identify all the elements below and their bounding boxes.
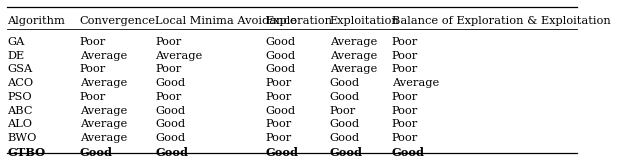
Text: Good: Good bbox=[156, 78, 186, 88]
Text: Good: Good bbox=[156, 106, 186, 116]
Text: Good: Good bbox=[330, 92, 360, 102]
Text: Average: Average bbox=[156, 51, 203, 61]
Text: Good: Good bbox=[156, 119, 186, 129]
Text: Average: Average bbox=[330, 37, 377, 47]
Text: Good: Good bbox=[156, 133, 186, 143]
Text: Poor: Poor bbox=[156, 92, 182, 102]
Text: Good: Good bbox=[156, 147, 188, 158]
Text: Local Minima Avoidance: Local Minima Avoidance bbox=[156, 16, 297, 26]
Text: ALO: ALO bbox=[7, 119, 32, 129]
Text: Exploration: Exploration bbox=[266, 16, 333, 26]
Text: Poor: Poor bbox=[266, 78, 292, 88]
Text: DE: DE bbox=[7, 51, 24, 61]
Text: Poor: Poor bbox=[392, 37, 418, 47]
Text: Poor: Poor bbox=[156, 37, 182, 47]
Text: BWO: BWO bbox=[7, 133, 36, 143]
Text: Average: Average bbox=[80, 78, 127, 88]
Text: Poor: Poor bbox=[392, 106, 418, 116]
Text: Average: Average bbox=[80, 51, 127, 61]
Text: Poor: Poor bbox=[266, 133, 292, 143]
Text: Good: Good bbox=[266, 106, 296, 116]
Text: Poor: Poor bbox=[80, 92, 106, 102]
Text: Poor: Poor bbox=[156, 64, 182, 75]
Text: Poor: Poor bbox=[392, 64, 418, 75]
Text: Poor: Poor bbox=[80, 37, 106, 47]
Text: GSA: GSA bbox=[7, 64, 33, 75]
Text: Good: Good bbox=[80, 147, 113, 158]
Text: Balance of Exploration & Exploitation: Balance of Exploration & Exploitation bbox=[392, 16, 611, 26]
Text: ACO: ACO bbox=[7, 78, 33, 88]
Text: Algorithm: Algorithm bbox=[7, 16, 65, 26]
Text: Average: Average bbox=[330, 51, 377, 61]
Text: Good: Good bbox=[266, 64, 296, 75]
Text: Average: Average bbox=[80, 119, 127, 129]
Text: Average: Average bbox=[80, 106, 127, 116]
Text: Poor: Poor bbox=[392, 92, 418, 102]
Text: Average: Average bbox=[80, 133, 127, 143]
Text: GTBO: GTBO bbox=[7, 147, 45, 158]
Text: Convergence: Convergence bbox=[80, 16, 156, 26]
Text: GA: GA bbox=[7, 37, 24, 47]
Text: Exploitation: Exploitation bbox=[330, 16, 399, 26]
Text: Good: Good bbox=[266, 51, 296, 61]
Text: Poor: Poor bbox=[80, 64, 106, 75]
Text: Good: Good bbox=[266, 37, 296, 47]
Text: Average: Average bbox=[330, 64, 377, 75]
Text: Good: Good bbox=[330, 147, 363, 158]
Text: Poor: Poor bbox=[392, 119, 418, 129]
Text: Good: Good bbox=[392, 147, 425, 158]
Text: Poor: Poor bbox=[330, 106, 356, 116]
Text: Poor: Poor bbox=[392, 51, 418, 61]
Text: Poor: Poor bbox=[392, 133, 418, 143]
Text: Poor: Poor bbox=[266, 92, 292, 102]
Text: Average: Average bbox=[392, 78, 439, 88]
Text: Good: Good bbox=[330, 119, 360, 129]
Text: Good: Good bbox=[330, 133, 360, 143]
Text: Good: Good bbox=[266, 147, 299, 158]
Text: ABC: ABC bbox=[7, 106, 33, 116]
Text: Poor: Poor bbox=[266, 119, 292, 129]
Text: PSO: PSO bbox=[7, 92, 32, 102]
Text: Good: Good bbox=[330, 78, 360, 88]
